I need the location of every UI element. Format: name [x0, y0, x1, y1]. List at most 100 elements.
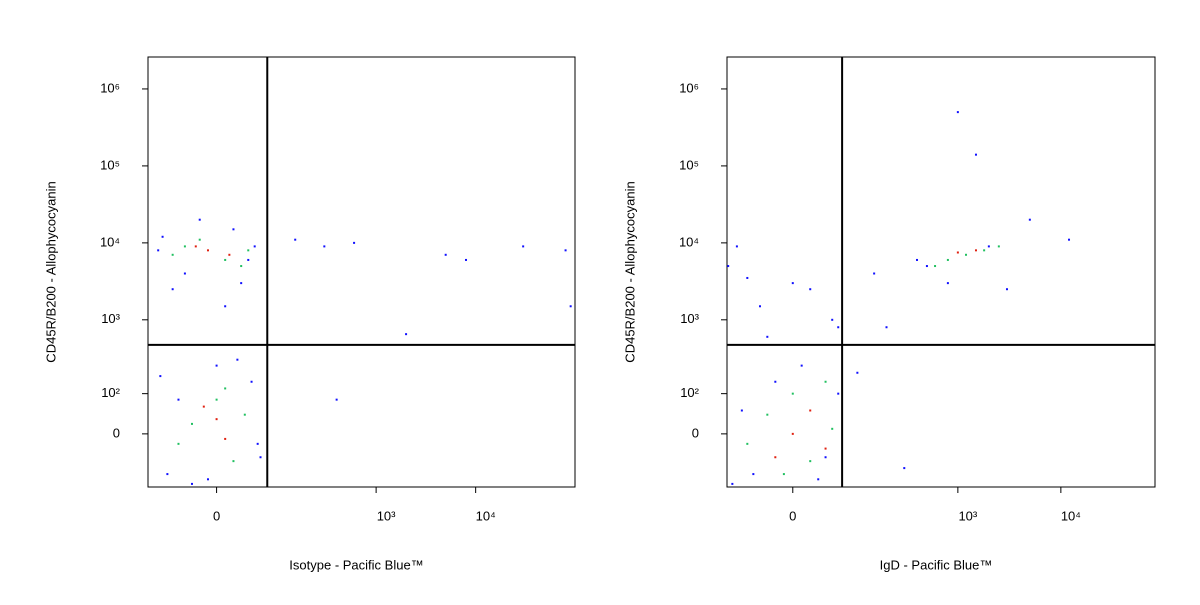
event-dot [243, 413, 246, 416]
event-dot [444, 253, 447, 256]
x-tick-label: 10³ [377, 508, 396, 523]
x-tick-label: 10⁴ [1061, 508, 1081, 523]
event-dot [758, 305, 761, 308]
event-dot [202, 405, 205, 408]
y-tick-label: 10³ [101, 311, 120, 326]
event-dot [885, 326, 888, 329]
event-dot [809, 409, 812, 412]
y-tick-label: 10² [101, 385, 120, 400]
event-dot [746, 442, 749, 445]
event-dot [1028, 218, 1031, 221]
event-dot [831, 427, 834, 430]
x-tick-label: 0 [789, 508, 796, 523]
event-dot [873, 272, 876, 275]
event-dot [335, 398, 338, 401]
event-dot [465, 258, 468, 261]
event-dot [916, 258, 919, 261]
x-axis-label: Isotype - Pacific Blue™ [289, 557, 423, 572]
y-tick-label: 10⁶ [679, 80, 699, 95]
event-dot [974, 249, 977, 252]
event-dot [569, 305, 572, 308]
event-dot [198, 238, 201, 241]
event-dot [323, 245, 326, 248]
event-dot [735, 245, 738, 248]
event-dot [974, 153, 977, 156]
event-dot [183, 272, 186, 275]
event-dot [956, 111, 959, 114]
event-dot [236, 358, 239, 361]
event-dot [215, 364, 218, 367]
event-dot [774, 456, 777, 459]
event-dot [405, 333, 408, 336]
event-dot [206, 249, 209, 252]
event-dot [232, 460, 235, 463]
event-dot [1005, 288, 1008, 291]
event-dot [987, 245, 990, 248]
event-dot [791, 392, 794, 395]
event-dot [727, 265, 730, 268]
event-dot [746, 276, 749, 279]
y-tick-label: 10² [680, 385, 699, 400]
event-dot [791, 282, 794, 285]
event-dot [946, 258, 949, 261]
event-dot [831, 318, 834, 321]
y-axis-label: CD45R/B200 - Allophycocyanin [43, 181, 58, 362]
event-dot [250, 380, 253, 383]
event-dot [791, 432, 794, 435]
event-dot [177, 398, 180, 401]
event-dot [824, 447, 827, 450]
event-dot [837, 392, 840, 395]
event-dot [215, 418, 218, 421]
event-dot [183, 245, 186, 248]
y-tick-label: 10⁴ [100, 234, 120, 249]
event-dot [353, 241, 356, 244]
event-dot [224, 305, 227, 308]
event-dot [824, 380, 827, 383]
event-dot [177, 442, 180, 445]
event-dot [224, 258, 227, 261]
x-tick-label: 0 [213, 508, 220, 523]
event-dot [809, 288, 812, 291]
event-dot [837, 326, 840, 329]
y-tick-label: 10⁵ [679, 157, 699, 172]
event-dot [740, 409, 743, 412]
event-dot [157, 249, 160, 252]
event-dot [247, 249, 250, 252]
event-dot [161, 235, 164, 238]
event-dot [800, 364, 803, 367]
event-dot [190, 482, 193, 485]
event-dot [925, 265, 928, 268]
event-dot [224, 437, 227, 440]
event-dot [253, 245, 256, 248]
event-dot [206, 478, 209, 481]
x-tick-label: 10⁴ [476, 508, 496, 523]
event-dot [522, 245, 525, 248]
event-dot [215, 398, 218, 401]
y-tick-label: 10³ [680, 311, 699, 326]
event-dot [774, 380, 777, 383]
event-dot [194, 245, 197, 248]
event-dot [965, 253, 968, 256]
event-dot [294, 238, 297, 241]
event-dot [198, 218, 201, 221]
event-dot [946, 282, 949, 285]
event-dot [997, 245, 1000, 248]
event-dot [247, 258, 250, 261]
event-dot [171, 288, 174, 291]
event-dot [240, 282, 243, 285]
event-dot [766, 413, 769, 416]
event-dot [752, 473, 755, 476]
event-dot [817, 478, 820, 481]
y-tick-label: 10⁴ [679, 234, 699, 249]
event-dot [259, 456, 262, 459]
event-dot [782, 473, 785, 476]
event-dot [171, 253, 174, 256]
y-tick-label: 10⁶ [100, 80, 120, 95]
plot-frame [726, 56, 1156, 488]
y-tick-label: 10⁵ [100, 157, 120, 172]
event-dot [766, 335, 769, 338]
event-dot [240, 265, 243, 268]
event-dot [731, 482, 734, 485]
